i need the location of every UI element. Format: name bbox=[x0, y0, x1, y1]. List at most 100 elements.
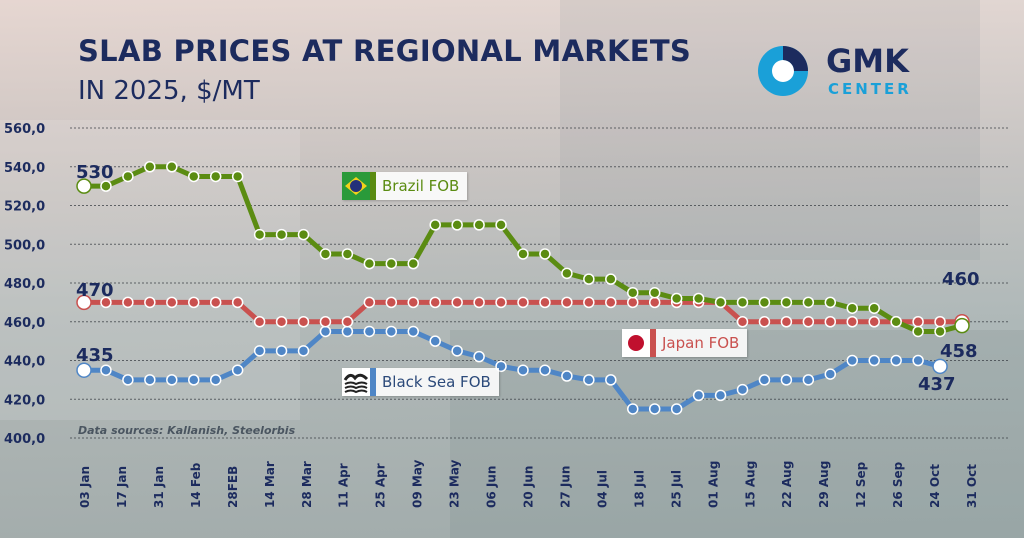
waves-icon bbox=[342, 368, 370, 396]
data-point bbox=[385, 257, 398, 270]
data-point bbox=[451, 345, 463, 357]
y-tick-label: 440,0 bbox=[4, 355, 45, 370]
x-tick-label: 24 Oct bbox=[928, 464, 942, 508]
data-point bbox=[144, 296, 156, 309]
data-point bbox=[736, 383, 749, 396]
y-axis: 400,0 420,0 440,0 460,0 480,0 500,0 520,0 540,0… bbox=[4, 122, 45, 447]
data-point bbox=[363, 296, 376, 309]
x-tick-label: 14 Mar bbox=[263, 461, 277, 508]
data-point bbox=[122, 170, 134, 183]
data-point bbox=[802, 316, 815, 328]
data-point bbox=[714, 389, 727, 402]
y-tick-label: 500,0 bbox=[4, 238, 45, 253]
x-tick-label: 09 May bbox=[411, 459, 425, 508]
data-point bbox=[275, 345, 288, 357]
data-point bbox=[76, 362, 92, 378]
legend-brazil-fob: Brazil FOB bbox=[342, 172, 468, 200]
series-lines bbox=[76, 161, 970, 415]
data-point bbox=[736, 316, 749, 328]
x-tick-label: 22 Aug bbox=[780, 461, 794, 508]
data-point bbox=[473, 296, 485, 309]
start-value-label: 530 bbox=[76, 162, 114, 183]
data-point bbox=[561, 370, 573, 382]
legend-label: Black Sea FOB bbox=[382, 373, 491, 391]
x-tick-label: 29 Aug bbox=[817, 461, 831, 508]
data-point bbox=[473, 219, 485, 231]
y-tick-label: 520,0 bbox=[4, 200, 45, 215]
data-point bbox=[824, 368, 837, 380]
data-point bbox=[76, 178, 92, 194]
data-point bbox=[297, 345, 310, 357]
data-point bbox=[122, 374, 134, 386]
data-point bbox=[824, 316, 837, 328]
data-point bbox=[517, 364, 529, 376]
data-point bbox=[758, 316, 771, 328]
brazil-flag-icon bbox=[342, 172, 370, 200]
chart-subtitle: IN 2025, $/MT bbox=[78, 76, 260, 106]
data-point bbox=[341, 325, 354, 338]
data-point bbox=[209, 170, 222, 183]
y-tick-label: 460,0 bbox=[4, 316, 45, 331]
x-tick-label: 15 Aug bbox=[743, 461, 757, 508]
x-tick-label: 25 Apr bbox=[374, 463, 388, 508]
x-tick-label: 04 Jul bbox=[595, 470, 609, 508]
data-point bbox=[714, 296, 727, 309]
logo-text-gmk: GMK bbox=[826, 42, 909, 80]
data-point bbox=[517, 248, 529, 260]
data-point bbox=[231, 364, 244, 376]
data-point bbox=[166, 374, 178, 386]
x-tick-label: 28FEB bbox=[226, 466, 240, 508]
data-point bbox=[692, 389, 705, 402]
data-point bbox=[231, 170, 244, 183]
x-axis: 03 Jan 17 Jan 31 Jan 14 Feb 28FEB 14 Mar 28 Ma… bbox=[78, 459, 979, 508]
data-point bbox=[912, 316, 924, 328]
x-tick-label: 26 Sep bbox=[891, 461, 905, 508]
start-value-label: 435 bbox=[76, 345, 114, 366]
data-point bbox=[780, 374, 793, 386]
data-point bbox=[868, 302, 880, 314]
end-value-label: 437 bbox=[918, 374, 956, 395]
data-point bbox=[605, 273, 617, 285]
x-tick-label: 31 Oct bbox=[965, 464, 979, 508]
data-point bbox=[890, 354, 902, 367]
x-tick-label: 31 Jan bbox=[152, 466, 166, 508]
y-tick-label: 560,0 bbox=[4, 122, 45, 137]
data-point bbox=[451, 296, 463, 309]
data-point bbox=[954, 317, 970, 334]
end-value-label: 460 bbox=[942, 269, 980, 290]
y-tick-label: 480,0 bbox=[4, 277, 45, 292]
data-point bbox=[692, 292, 705, 305]
data-point bbox=[583, 296, 595, 309]
value-labels: 530 458 470 460 435 437 bbox=[76, 162, 980, 395]
data-point bbox=[912, 354, 924, 367]
x-tick-label: 25 Jul bbox=[669, 470, 683, 508]
data-point bbox=[407, 325, 419, 338]
data-point bbox=[76, 294, 92, 311]
data-point bbox=[780, 296, 793, 309]
data-point bbox=[605, 374, 617, 386]
legend-black-sea-fob: Black Sea FOB bbox=[342, 368, 499, 396]
data-point bbox=[275, 316, 288, 328]
gmk-center-logo: GMK CENTER bbox=[756, 42, 926, 100]
data-point bbox=[627, 403, 639, 415]
data-point bbox=[275, 228, 288, 241]
data-point bbox=[385, 325, 398, 338]
data-point bbox=[934, 316, 946, 328]
data-point bbox=[648, 296, 661, 309]
legend-japan-fob: Japan FOB bbox=[622, 329, 748, 357]
data-point bbox=[407, 296, 419, 309]
data-point bbox=[846, 354, 858, 367]
data-point bbox=[648, 403, 661, 415]
data-point bbox=[605, 296, 617, 309]
data-point bbox=[670, 292, 683, 305]
series-line-black-sea-fob bbox=[84, 328, 941, 412]
data-point bbox=[583, 374, 595, 386]
y-tick-label: 400,0 bbox=[4, 432, 45, 447]
data-point bbox=[166, 296, 178, 309]
data-source-note: Data sources: Kallanish, Steelorbis bbox=[78, 424, 296, 437]
x-tick-label: 11 Apr bbox=[337, 463, 351, 508]
data-point bbox=[341, 248, 354, 260]
data-point bbox=[297, 316, 310, 328]
data-point bbox=[495, 219, 507, 231]
